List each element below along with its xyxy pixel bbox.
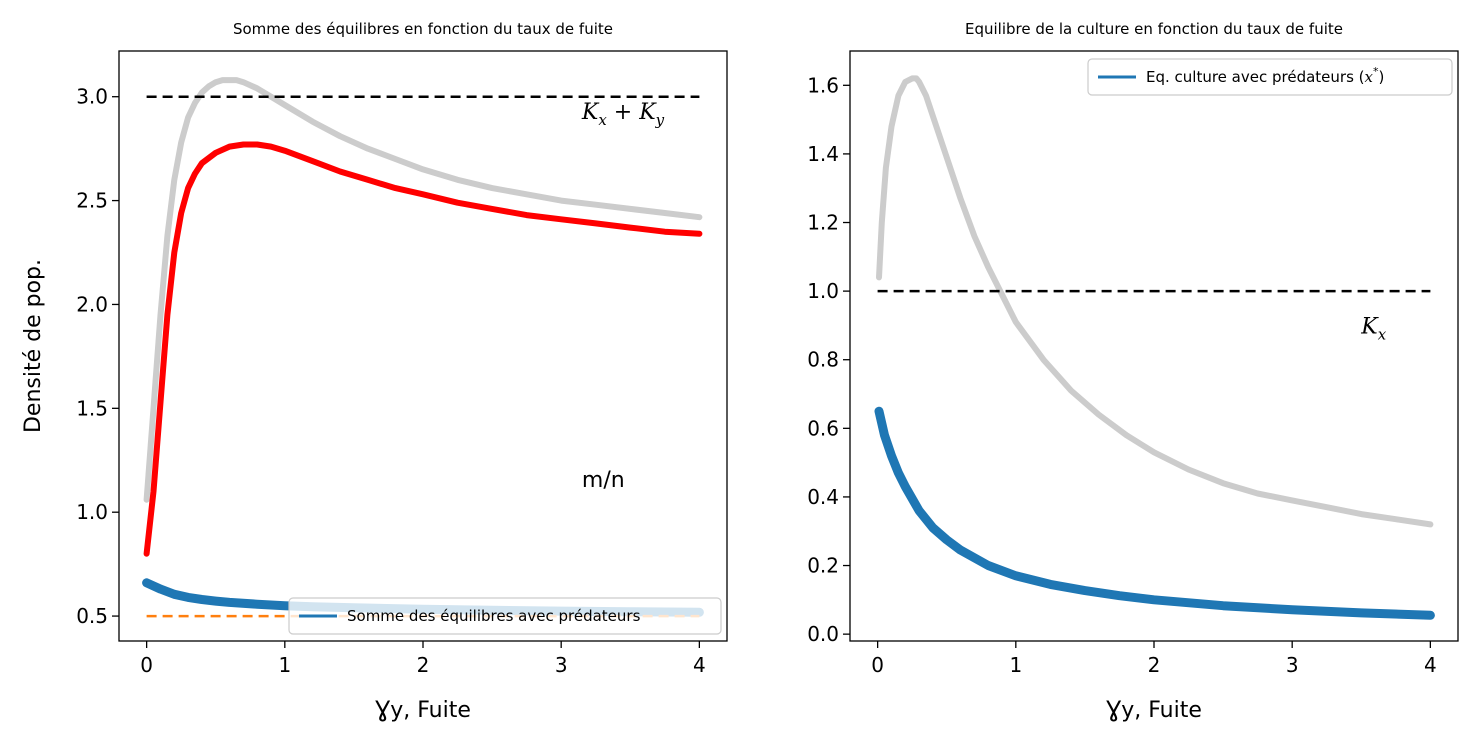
chart-right-annotations: Kx	[1360, 314, 1386, 343]
chart-left-xtick-label: 4	[693, 653, 706, 677]
chart-left-ylabel: Densité de pop.	[21, 259, 46, 433]
chart-right-series	[874, 75, 1435, 620]
chart-left-ytick-label: 2.0	[76, 292, 108, 316]
chart-left-xtick-label: 0	[140, 653, 153, 677]
chart-left-ytick-label: 1.5	[76, 396, 108, 420]
chart-left-annotation-1: m/n	[582, 468, 625, 493]
chart-right-title: Equilibre de la culture en fonction du t…	[965, 20, 1343, 38]
chart-left-series	[142, 77, 704, 618]
chart-right-xtick-label: 2	[1148, 653, 1161, 677]
chart-right-ticks: 0 1 2 3 4 0.0 0.2 0.4 0.6 0.8 1.0 1.2 1.4 1.6	[807, 73, 1437, 677]
chart-left: Somme des équilibres en fonction du taux…	[21, 20, 728, 723]
chart-right-ytick-label: 0.2	[807, 554, 839, 578]
chart-right: Equilibre de la culture en fonction du t…	[807, 20, 1459, 723]
chart-left-xtick-label: 2	[417, 653, 430, 677]
chart-left-legend: Somme des équilibres avec prédateurs	[288, 597, 722, 635]
chart-left-title: Somme des équilibres en fonction du taux…	[233, 20, 613, 38]
chart-right-ytick-label: 1.4	[807, 142, 839, 166]
chart-right-ytick-label: 0.6	[807, 416, 839, 440]
chart-right-annotation-0: Kx	[1360, 314, 1386, 343]
chart-left-xlabel: Ɣy, Fuite	[375, 698, 471, 723]
chart-left-annotations: Kx + Ky m/n	[581, 100, 665, 493]
chart-left-series-line-0	[143, 77, 703, 503]
chart-left-xtick-label: 3	[555, 653, 568, 677]
chart-right-ytick-label: 1.0	[807, 279, 839, 303]
chart-left-xtick-label: 1	[278, 653, 291, 677]
chart-left-plot-frame	[118, 50, 728, 642]
chart-left-legend-label: Somme des équilibres avec prédateurs	[347, 607, 641, 625]
chart-left-ytick-label: 2.5	[76, 189, 108, 213]
chart-right-legend: Eq. culture avec prédateurs (x*)	[1087, 58, 1453, 96]
chart-left-ytick-label: 0.5	[76, 604, 108, 628]
chart-right-xtick-label: 4	[1424, 653, 1437, 677]
chart-left-series-line-1	[143, 141, 703, 557]
chart-right-ytick-label: 0.0	[807, 622, 839, 646]
chart-right-xlabel: Ɣy, Fuite	[1106, 698, 1202, 723]
chart-right-ytick-label: 0.4	[807, 485, 839, 509]
chart-left-ticks: 0 1 2 3 4 0.5 1.0 1.5 2.0 2.5 3.0	[76, 85, 706, 677]
chart-right-xtick-label: 3	[1286, 653, 1299, 677]
chart-left-legend-box	[288, 597, 722, 635]
chart-right-legend-label: Eq. culture avec prédateurs (x*)	[1146, 65, 1384, 86]
chart-right-series-line-0	[876, 75, 1434, 528]
chart-left-ytick-label: 1.0	[76, 500, 108, 524]
chart-right-legend-box	[1087, 58, 1453, 96]
chart-right-ytick-label: 1.2	[807, 211, 839, 235]
chart-right-xtick-label: 0	[871, 653, 884, 677]
chart-left-ytick-label: 3.0	[76, 85, 108, 109]
chart-right-ytick-label: 0.8	[807, 348, 839, 372]
chart-right-ytick-label: 1.6	[807, 73, 839, 97]
chart-right-xtick-label: 1	[1009, 653, 1022, 677]
chart-right-series-line-1	[874, 406, 1435, 620]
chart-left-annotation-0: Kx + Ky	[581, 100, 665, 129]
